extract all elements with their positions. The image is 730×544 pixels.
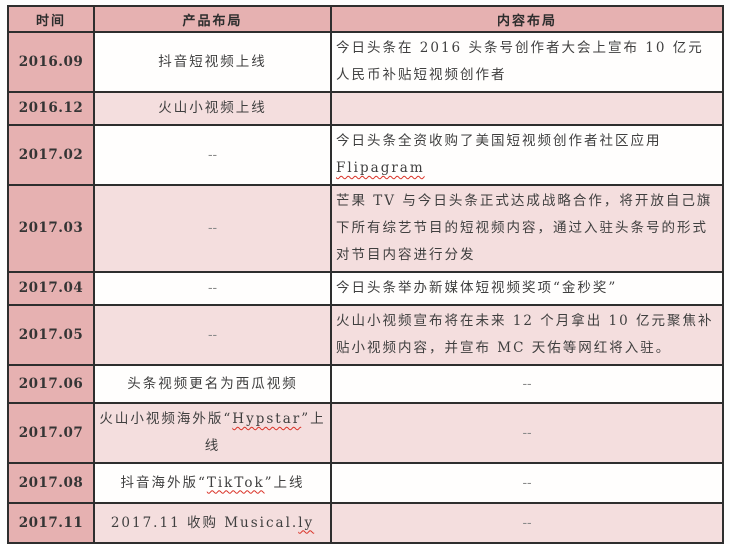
table-row: 2017.07 火山小视频海外版“Hypstar”上线 -- bbox=[7, 402, 724, 464]
table-row: 2017.04 -- 今日头条举办新媒体短视频奖项“金秒奖” bbox=[7, 271, 724, 306]
empty-dash: -- bbox=[207, 146, 218, 163]
product-cell: -- bbox=[93, 271, 332, 306]
header-row: 时间 产品布局 内容布局 bbox=[7, 5, 724, 33]
spellcheck-flagged-word: TikTok bbox=[206, 474, 265, 491]
table-row: 2017.06 头条视频更名为西瓜视频 -- bbox=[7, 364, 724, 404]
product-cell: -- bbox=[93, 304, 332, 366]
empty-dash: -- bbox=[207, 280, 218, 296]
table-row: 2017.02 -- 今日头条全资收购了美国短视频创作者社区应用 Flipagram bbox=[7, 124, 724, 186]
empty-dash: -- bbox=[522, 514, 532, 531]
content-cell: 今日头条举办新媒体短视频奖项“金秒奖” bbox=[330, 271, 724, 306]
product-cell: 2017.11 收购 Musical.ly bbox=[93, 502, 332, 544]
time-cell: 2017.06 bbox=[7, 364, 95, 404]
product-cell: -- bbox=[93, 124, 332, 186]
column-header-time: 时间 bbox=[7, 5, 95, 33]
column-header-product: 产品布局 bbox=[93, 5, 332, 33]
product-cell: 火山小视频海外版“Hypstar”上线 bbox=[93, 402, 332, 464]
table-row: 2017.05 -- 火山小视频宣布将在未来 12 个月拿出 10 亿元聚焦补贴小视… bbox=[7, 304, 724, 366]
time-cell: 2016.09 bbox=[7, 31, 95, 93]
empty-dash: -- bbox=[522, 424, 532, 441]
product-cell: -- bbox=[93, 184, 332, 273]
content-cell: -- bbox=[330, 462, 724, 504]
empty-dash: -- bbox=[207, 220, 218, 236]
time-cell: 2017.04 bbox=[7, 271, 95, 306]
time-cell: 2017.02 bbox=[7, 124, 95, 186]
time-cell: 2017.08 bbox=[7, 462, 95, 504]
content-cell: -- bbox=[330, 402, 724, 464]
time-cell: 2017.05 bbox=[7, 304, 95, 366]
content-cell: 今日头条在 2016 头条号创作者大会上宣布 10 亿元人民币补贴短视频创作者 bbox=[330, 31, 724, 93]
empty-dash: -- bbox=[522, 474, 532, 491]
content-cell: -- bbox=[330, 502, 724, 544]
text-segment: 抖音海外版“ bbox=[120, 474, 207, 491]
content-cell: 今日头条全资收购了美国短视频创作者社区应用 Flipagram bbox=[330, 124, 724, 186]
table-row: 2017.08 抖音海外版“TikTok”上线 -- bbox=[7, 462, 724, 504]
text-segment: 2017.11 收购 Musical. bbox=[110, 514, 299, 531]
table-row: 2017.11 2017.11 收购 Musical.ly -- bbox=[7, 502, 724, 544]
time-cell: 2017.11 bbox=[7, 502, 95, 544]
table-row: 2017.03 -- 芒果 TV 与今日头条正式达成战略合作，将开放自己旗下所有综艺… bbox=[7, 184, 724, 273]
spellcheck-flagged-word: Hypstar bbox=[232, 411, 302, 427]
product-cell: 火山小视频上线 bbox=[93, 91, 332, 126]
product-cell: 抖音海外版“TikTok”上线 bbox=[93, 462, 332, 504]
product-cell: 抖音短视频上线 bbox=[93, 31, 332, 93]
empty-dash: -- bbox=[207, 326, 218, 343]
content-cell bbox=[330, 91, 724, 126]
text-segment: 火山小视频海外版“ bbox=[99, 411, 233, 427]
time-cell: 2017.03 bbox=[7, 184, 95, 273]
table-row: 2016.09 抖音短视频上线 今日头条在 2016 头条号创作者大会上宣布 10 … bbox=[7, 31, 724, 93]
text-segment: 今日头条全资收购了美国短视频创作者社区应用 bbox=[336, 133, 662, 149]
column-header-content: 内容布局 bbox=[330, 5, 724, 33]
timeline-table: 时间 产品布局 内容布局 2016.09 抖音短视频上线 今日头条在 2016 头条… bbox=[7, 5, 724, 544]
text-segment: ”上线 bbox=[264, 474, 305, 491]
content-cell: -- bbox=[330, 364, 724, 404]
time-cell: 2016.12 bbox=[7, 91, 95, 126]
product-cell: 头条视频更名为西瓜视频 bbox=[93, 364, 332, 404]
spellcheck-flagged-word: Flipagram bbox=[336, 160, 425, 176]
content-cell: 火山小视频宣布将在未来 12 个月拿出 10 亿元聚焦补贴小视频内容，并宣布 M… bbox=[330, 304, 724, 366]
content-cell: 芒果 TV 与今日头条正式达成战略合作，将开放自己旗下所有综艺节目的短视频内容，… bbox=[330, 184, 724, 273]
empty-dash: -- bbox=[522, 375, 532, 392]
text-segment: ”上线 bbox=[204, 411, 326, 454]
table-row: 2016.12 火山小视频上线 bbox=[7, 91, 724, 126]
time-cell: 2017.07 bbox=[7, 402, 95, 464]
table-body: 2016.09 抖音短视频上线 今日头条在 2016 头条号创作者大会上宣布 10 … bbox=[7, 31, 724, 544]
spellcheck-flagged-word: ly bbox=[298, 514, 315, 531]
